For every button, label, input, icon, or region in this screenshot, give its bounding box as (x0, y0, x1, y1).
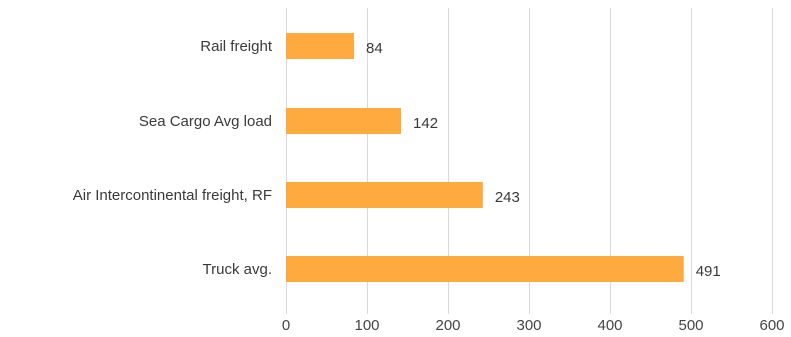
data-labels: 84 142 243 491 (366, 40, 721, 280)
data-label: 84 (366, 40, 383, 57)
category-labels: Rail freight Sea Cargo Avg load Air Interc… (73, 38, 273, 278)
bar (286, 256, 684, 282)
x-axis-tick-labels: 0 100 200 300 400 500 600 (282, 317, 785, 334)
x-tick-label: 0 (282, 317, 290, 334)
data-label: 491 (696, 263, 721, 280)
x-tick-label: 500 (678, 317, 703, 334)
x-tick-label: 400 (597, 317, 622, 334)
x-tick-label: 600 (759, 317, 784, 334)
category-label: Rail freight (200, 38, 273, 55)
bars (286, 33, 684, 282)
category-label: Air Intercontinental freight, RF (73, 187, 272, 204)
x-tick-label: 100 (354, 317, 379, 334)
x-tick-label: 300 (516, 317, 541, 334)
bar (286, 33, 355, 59)
bar (286, 182, 483, 208)
category-label: Sea Cargo Avg load (139, 113, 272, 130)
data-label: 142 (413, 115, 438, 132)
category-label: Truck avg. (203, 261, 272, 278)
gridlines (286, 8, 773, 314)
data-label: 243 (495, 189, 520, 206)
bar (286, 108, 402, 134)
x-tick-label: 200 (435, 317, 460, 334)
